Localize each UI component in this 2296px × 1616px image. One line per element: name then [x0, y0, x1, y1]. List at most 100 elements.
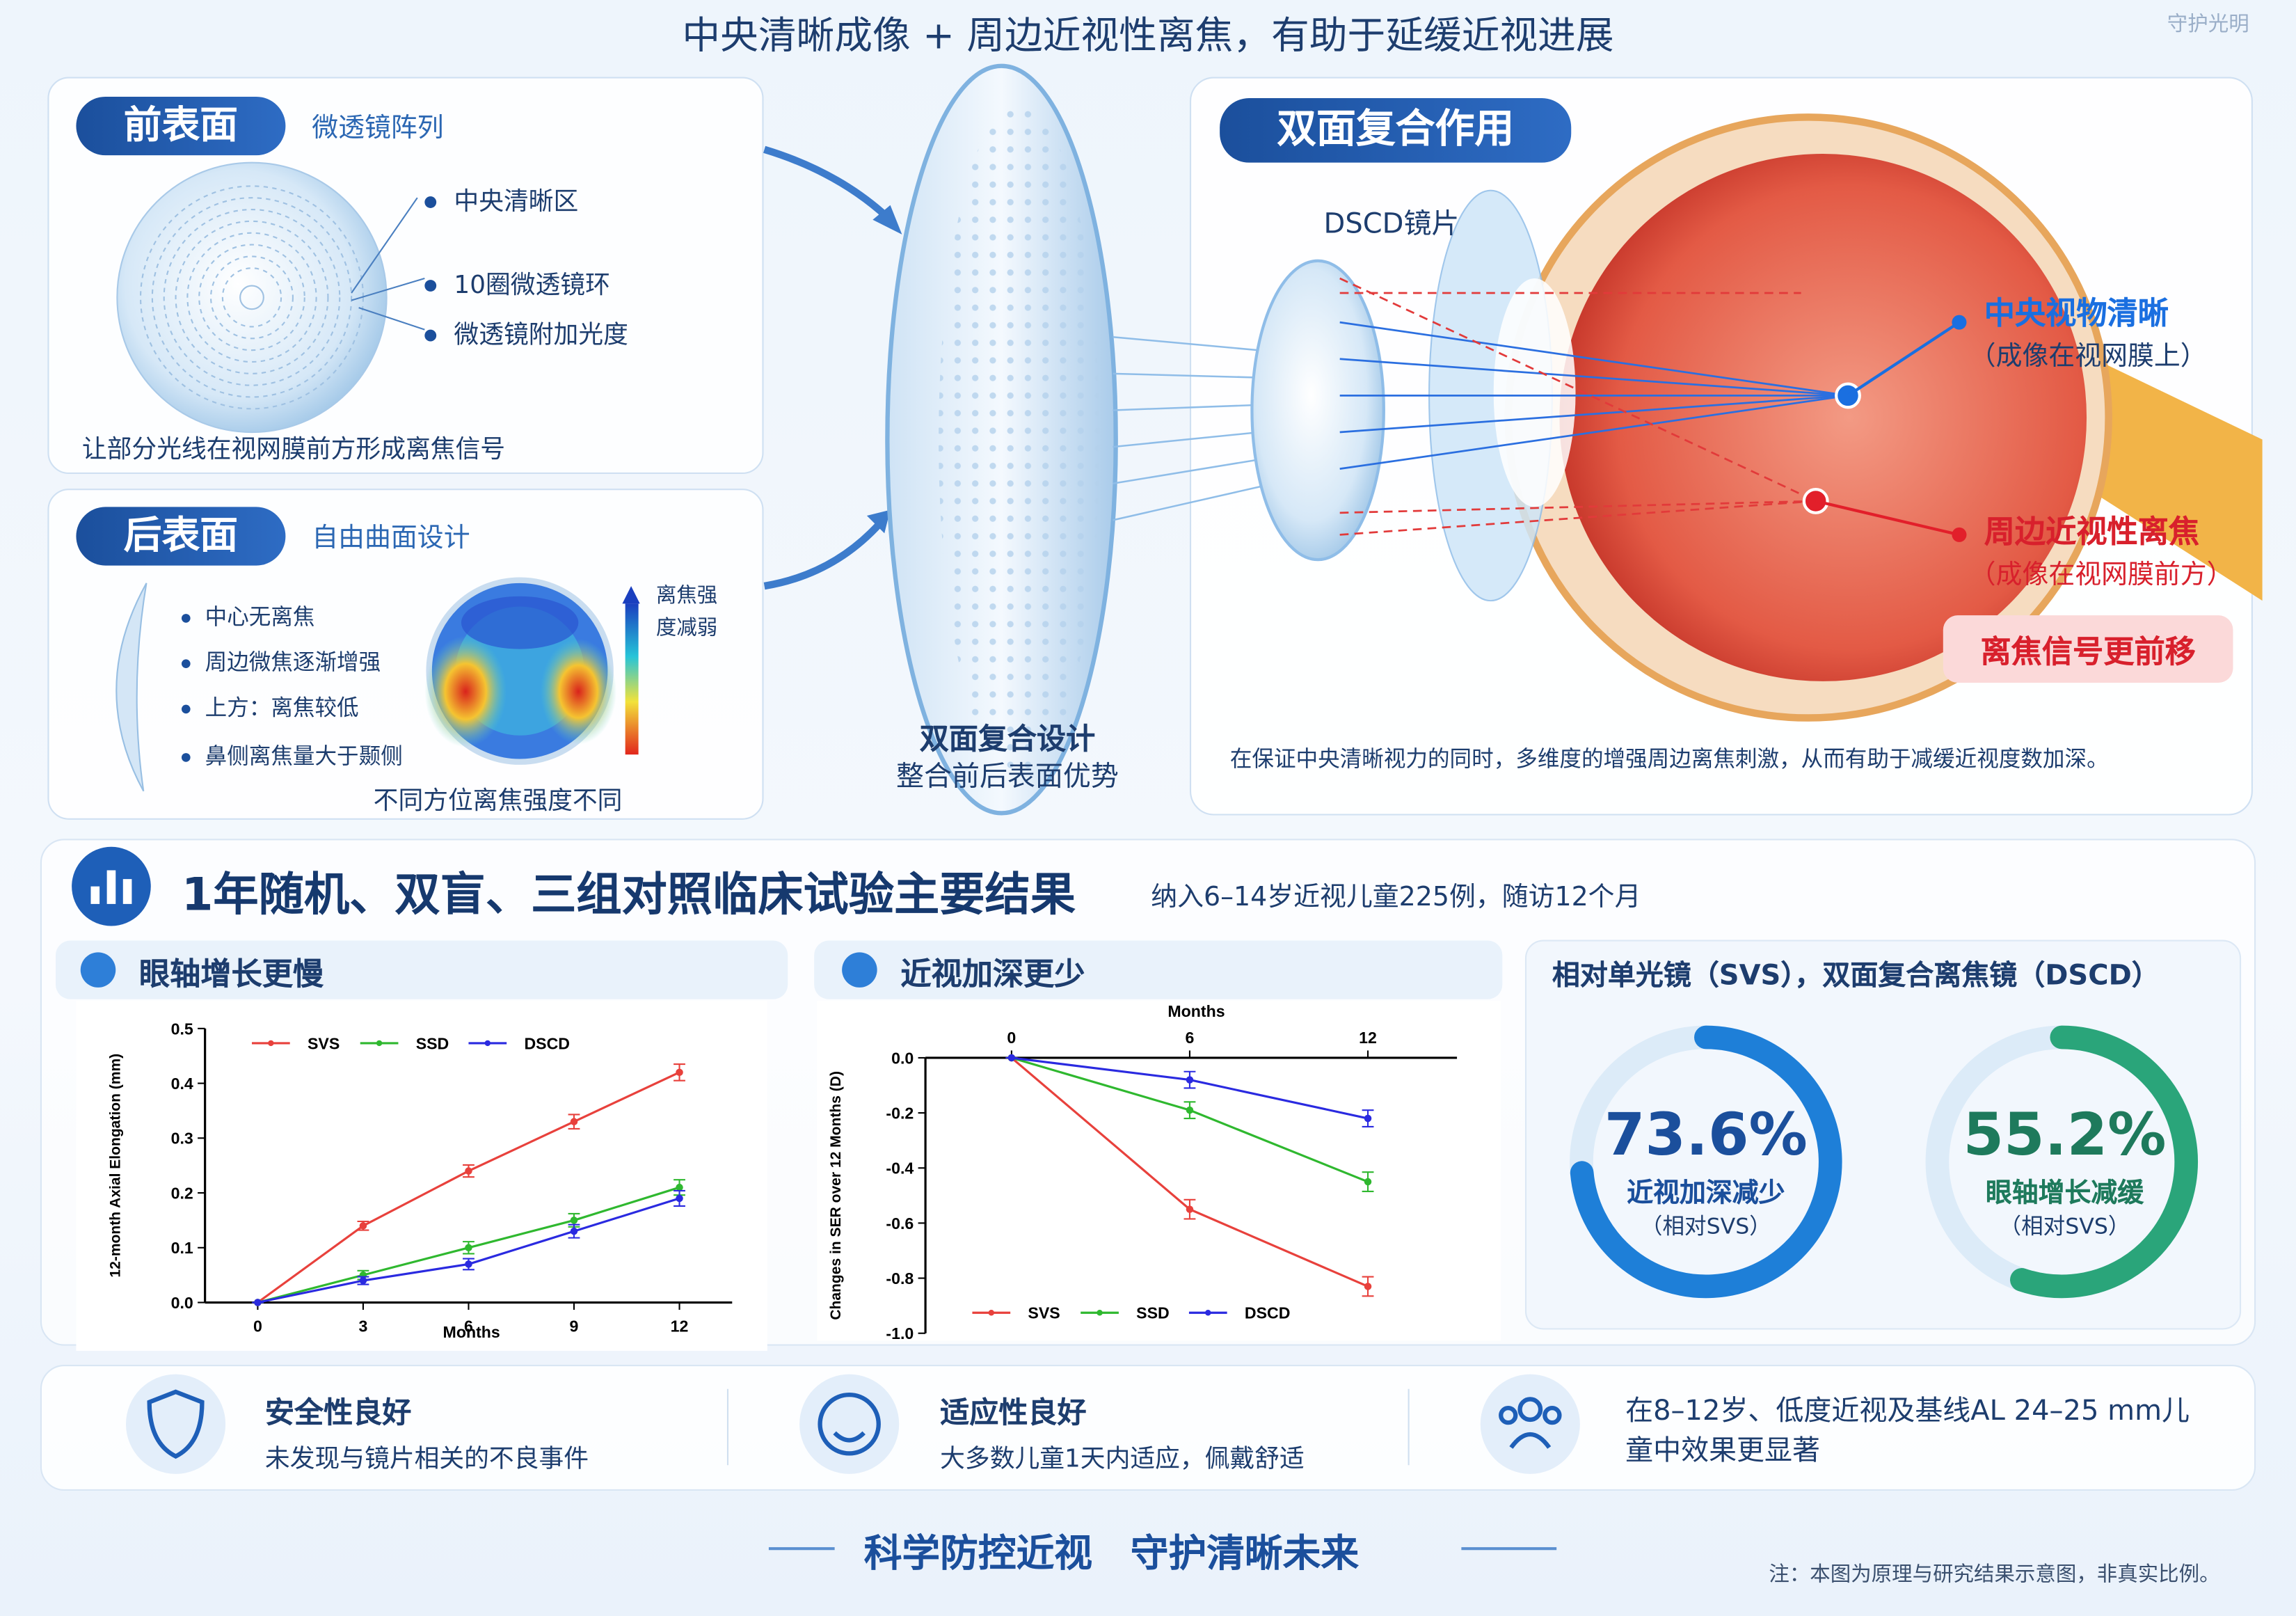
point — [1364, 1114, 1372, 1123]
y-tick-label: -0.2 — [886, 1104, 914, 1123]
ring-note: （相对SVS） — [1640, 1213, 1771, 1239]
heatmap-zone — [540, 638, 617, 745]
x-tick-label: 0 — [253, 1317, 262, 1336]
icon-people — [1499, 1397, 1562, 1449]
legend-label: DSCD — [524, 1034, 570, 1052]
legend-label: SVS — [1028, 1304, 1060, 1322]
arrow — [763, 518, 884, 590]
icon-bars — [90, 870, 132, 904]
bullet: 微透镜附加光度 — [424, 314, 628, 350]
panel-header — [814, 940, 1503, 999]
y-tick-label: -1.0 — [886, 1324, 914, 1342]
callout — [1815, 499, 1960, 537]
feature-title: 适应性良好 — [940, 1395, 1087, 1430]
y-tick-label: -0.8 — [886, 1269, 914, 1288]
x-tick-label: 6 — [464, 1317, 473, 1336]
icon-bg — [125, 1374, 226, 1474]
icon-smile-mouth — [833, 1431, 866, 1443]
y-tick-label: 0.4 — [171, 1075, 193, 1093]
y-tick-label: 0.2 — [171, 1184, 193, 1202]
callout-title: 中央视物清晰 — [1984, 296, 2169, 331]
x-tick-label: 12 — [671, 1317, 689, 1336]
icon-smile — [818, 1392, 881, 1456]
chart-title: 近视加深更少 — [900, 956, 1085, 992]
tag: 后表面 — [76, 507, 286, 566]
legend-label: SSD — [1136, 1304, 1170, 1322]
bullet: 周边微焦逐渐增强 — [182, 646, 381, 676]
bullet: 上方：离焦较低 — [182, 692, 359, 722]
legend-label: SVS — [308, 1034, 340, 1052]
x-tick-label: 12 — [1359, 1029, 1377, 1047]
ring-value: 73.6% — [1604, 1102, 1808, 1169]
lens-pattern — [939, 102, 1100, 777]
x-axis-label: Months — [1167, 1002, 1225, 1020]
x-tick-label: 3 — [359, 1317, 368, 1336]
callout-title: 周边近视性离焦 — [1984, 514, 2200, 550]
point — [1186, 1205, 1194, 1213]
point — [465, 1260, 472, 1268]
callout — [1847, 321, 1961, 397]
slogan: 科学防控近视 守护清晰未来 — [863, 1532, 1360, 1577]
subtitle: 微透镜阵列 — [312, 113, 444, 144]
colorbar-label: 离焦强 — [655, 584, 718, 608]
point — [1364, 1178, 1372, 1186]
point — [1186, 1106, 1194, 1114]
tag: 双面复合作用 — [1220, 98, 1572, 163]
section-subtitle: 纳入6–14岁近视儿童225例，随访12个月 — [1151, 882, 1641, 913]
legend-marker — [376, 1040, 383, 1047]
feature-text: 在8–12岁、低度近视及基线AL 24–25 mm儿童中效果更显著 — [1625, 1395, 2190, 1467]
plot-bg — [76, 1000, 767, 1351]
heatmap-zone — [461, 596, 579, 649]
peripheral-rays — [1339, 277, 1817, 536]
optic-nerve — [2079, 351, 2263, 601]
arrow — [763, 145, 896, 225]
icon-bg — [799, 1374, 900, 1474]
rays — [1113, 335, 1275, 521]
signal-box — [1943, 615, 2233, 683]
y-tick-label: 0.1 — [171, 1239, 193, 1257]
icon-shield — [147, 1389, 205, 1459]
y-tick-label: 0.3 — [171, 1130, 193, 1148]
y-tick-label: 0.0 — [891, 1049, 914, 1067]
legend-marker — [484, 1040, 491, 1047]
section-title: 1年随机、双盲、三组对照临床试验主要结果 — [181, 869, 1076, 922]
panel — [40, 1364, 2256, 1491]
callout-dot — [1952, 315, 1967, 330]
ring-label: 近视加深减少 — [1627, 1178, 1785, 1209]
bullet: 鼻侧离焦量大于颞侧 — [182, 740, 403, 770]
y-tick-label: -0.6 — [886, 1214, 914, 1233]
lens-dscd — [1250, 259, 1385, 562]
tag: 前表面 — [76, 96, 286, 156]
legend-label: DSCD — [1245, 1304, 1291, 1322]
colorbar — [625, 603, 639, 755]
point — [359, 1222, 367, 1230]
icon-dot — [80, 952, 116, 988]
lens-front — [116, 161, 388, 434]
chart-title: 眼轴增长更慢 — [138, 956, 324, 992]
x-tick-label: 6 — [1186, 1029, 1195, 1047]
design-subtitle: 整合前后表面优势 — [895, 760, 1119, 793]
callout-dot — [1952, 527, 1967, 542]
point — [359, 1276, 367, 1285]
colorbar-arrow — [622, 586, 640, 604]
design-title: 双面复合设计 — [919, 720, 1096, 756]
ring-arc — [1570, 1025, 1842, 1299]
legend-marker — [268, 1040, 274, 1047]
colorbar-label: 度减弱 — [655, 617, 718, 640]
legend-marker — [1097, 1310, 1103, 1316]
point — [570, 1118, 578, 1125]
caption: 不同方位离焦强度不同 — [373, 786, 623, 816]
point — [676, 1183, 683, 1191]
icon-bg — [1480, 1374, 1580, 1474]
y-tick-label: 0.5 — [171, 1020, 193, 1038]
page-title: 中央清晰成像 + 周边近视性离焦，有助于延缓近视进展 — [682, 15, 1614, 59]
point — [254, 1299, 262, 1306]
feature-title: 安全性良好 — [264, 1395, 412, 1430]
point — [1364, 1283, 1372, 1290]
callout — [351, 197, 425, 331]
ring-value: 55.2% — [1963, 1102, 2167, 1169]
subtitle: 自由曲面设计 — [312, 523, 470, 554]
panel-title: 相对单光镜（SVS），双面复合离焦镜（DSCD） — [1552, 959, 2160, 992]
x-axis-label: Months — [443, 1323, 500, 1341]
